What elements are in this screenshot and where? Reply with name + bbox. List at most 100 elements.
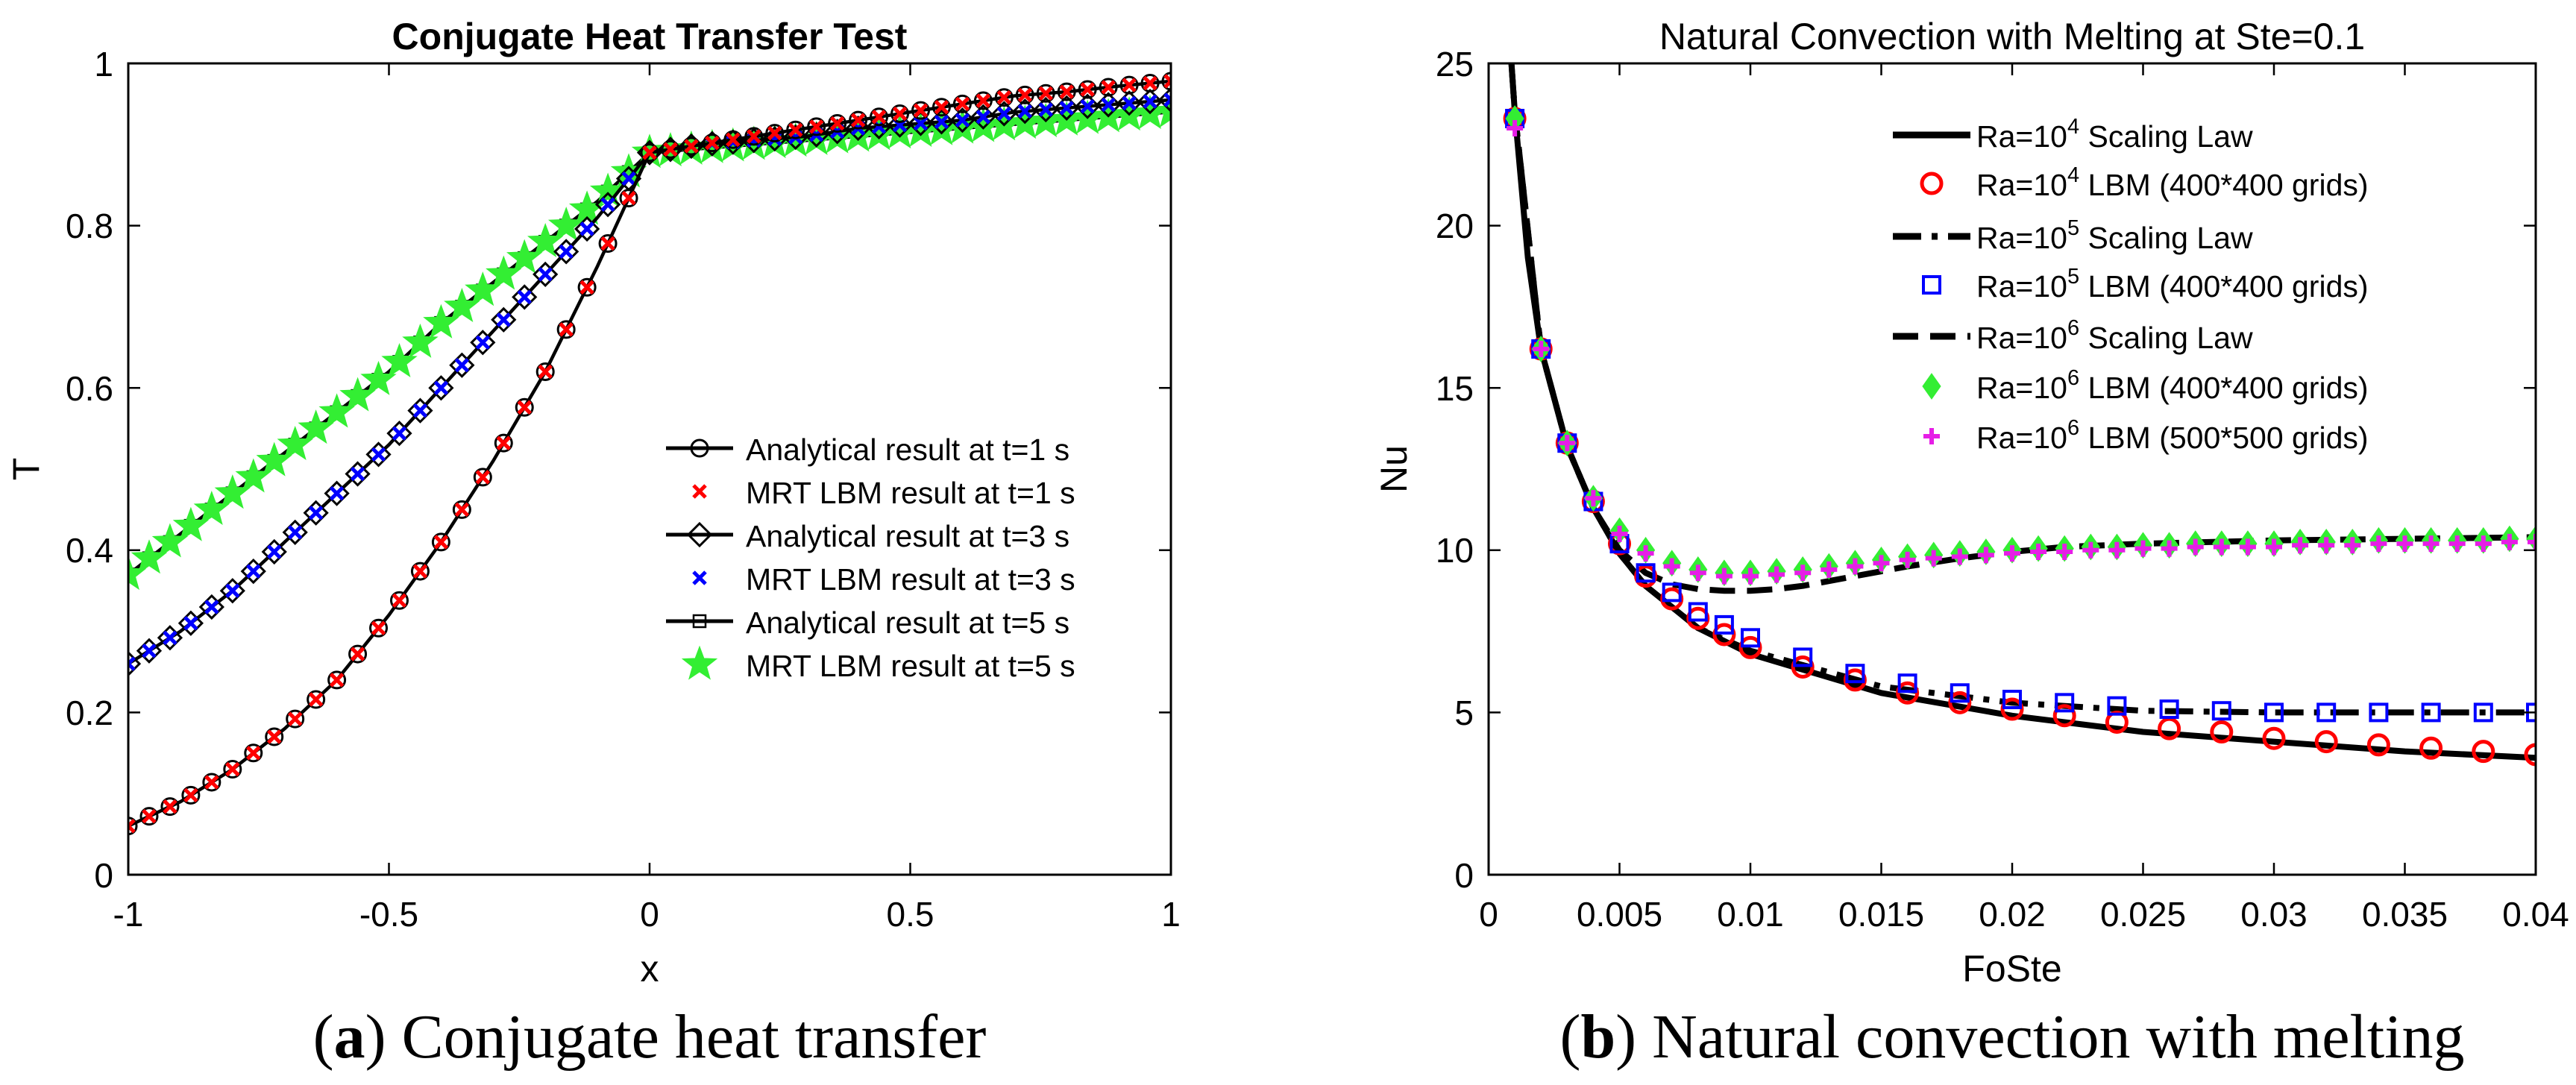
data-point <box>1137 89 1163 115</box>
panel-b-x-axis-label: FoSte <box>1962 948 2061 990</box>
data-point <box>788 122 803 137</box>
data-point <box>350 466 365 482</box>
data-point <box>996 89 1012 105</box>
data-point <box>1057 82 1076 101</box>
data-point <box>2422 535 2440 553</box>
series-line <box>1508 63 2536 594</box>
data-point <box>1950 683 1970 703</box>
data-point <box>345 461 371 487</box>
data-point <box>181 785 201 805</box>
data-point <box>1012 98 1038 125</box>
data-point <box>202 773 222 792</box>
data-point <box>139 807 159 826</box>
data-point <box>829 116 845 131</box>
data-point <box>1080 98 1095 114</box>
data-point <box>621 190 636 206</box>
data-point <box>1794 564 1812 582</box>
data-point <box>2292 537 2309 554</box>
data-point <box>2344 537 2361 554</box>
data-point <box>2501 533 2518 550</box>
data-point <box>600 236 615 251</box>
data-point <box>407 397 433 424</box>
data-point <box>577 277 597 297</box>
data-point <box>245 746 261 761</box>
panel-b-caption: (b) Natural convection with melting <box>1559 1002 2464 1072</box>
data-point <box>559 244 574 260</box>
data-point <box>324 480 350 506</box>
data-point <box>2107 696 2127 716</box>
legend-label: MRT LBM result at t=5 s <box>746 649 1075 683</box>
legend-pre: Ra=10 <box>1976 371 2067 405</box>
data-point <box>600 197 615 213</box>
data-point <box>157 625 183 651</box>
data-point <box>2318 537 2335 554</box>
data-point <box>308 505 324 521</box>
data-point <box>996 106 1012 122</box>
data-point <box>1742 567 1759 585</box>
data-point <box>475 470 491 485</box>
data-point <box>307 690 326 709</box>
legend-pre: Ra=10 <box>1976 221 2067 255</box>
series-mrt-lbm-result-at-t-1-s <box>128 74 1171 834</box>
data-point <box>389 591 409 610</box>
data-point <box>2239 538 2256 556</box>
data-point <box>496 435 512 450</box>
data-point <box>1533 340 1550 357</box>
data-point <box>2264 702 2284 723</box>
data-point <box>431 532 450 552</box>
legend-label: Ra=106 LBM (400*400 grids) <box>1976 366 2369 405</box>
data-point <box>1951 548 1968 565</box>
data-point <box>1688 602 1708 622</box>
data-point <box>1793 647 1813 667</box>
data-point <box>949 107 976 133</box>
data-point <box>219 578 245 604</box>
legend-label: Ra=104 Scaling Law <box>1976 115 2253 154</box>
data-point <box>579 221 594 236</box>
data-point <box>535 362 555 381</box>
data-point <box>1896 681 1920 705</box>
panel-a-xtick: 0.5 <box>887 895 934 934</box>
legend-post: LBM (400*400 grids) <box>2079 371 2368 405</box>
data-point <box>1054 95 1080 121</box>
data-point <box>892 106 908 122</box>
panel-a-ytick: 1 <box>94 45 113 84</box>
legend-sup: 4 <box>2067 163 2079 187</box>
data-point <box>2448 535 2466 553</box>
data-point <box>386 421 412 447</box>
data-point <box>2366 733 2390 757</box>
panel-b-ytick: 10 <box>1436 531 1474 570</box>
data-point <box>265 727 284 746</box>
data-point <box>642 145 657 160</box>
panel-a-xtick: 1 <box>1161 895 1181 934</box>
data-point <box>2105 710 2129 734</box>
data-point <box>142 643 157 658</box>
data-point <box>496 312 512 327</box>
data-point <box>128 817 138 836</box>
panel-b-natural-convection: Natural Convection with Melting at Ste=0… <box>1373 16 2569 1072</box>
data-point <box>1122 95 1137 111</box>
legend-marker <box>692 614 707 629</box>
data-point <box>1095 92 1122 118</box>
data-point <box>327 670 347 690</box>
data-point <box>1925 550 1942 567</box>
data-point <box>1080 82 1095 97</box>
panel-b-plot-area <box>1503 63 2536 767</box>
data-point <box>932 98 951 117</box>
data-point <box>973 91 993 110</box>
legend-marker <box>692 570 707 585</box>
data-point <box>163 799 178 814</box>
data-point <box>1897 673 1917 694</box>
data-point <box>204 775 219 790</box>
panel-b-ytick: 5 <box>1454 694 1474 732</box>
data-point <box>1847 558 1864 575</box>
panel-b-xtick: 0 <box>1479 895 1498 934</box>
data-point <box>579 280 594 295</box>
data-point <box>433 535 449 550</box>
data-point <box>747 129 761 144</box>
data-point <box>412 564 428 579</box>
legend-label: Ra=105 Scaling Law <box>1976 216 2253 255</box>
data-point <box>1078 80 1097 99</box>
data-point <box>556 320 576 339</box>
data-point <box>371 447 386 462</box>
data-point <box>682 136 701 156</box>
